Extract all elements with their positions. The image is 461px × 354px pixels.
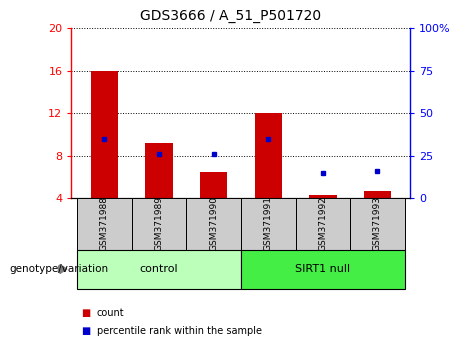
Text: percentile rank within the sample: percentile rank within the sample: [97, 326, 262, 336]
Text: GSM371990: GSM371990: [209, 196, 218, 251]
Text: ■: ■: [81, 326, 90, 336]
Text: GSM371992: GSM371992: [319, 196, 327, 251]
FancyBboxPatch shape: [241, 250, 405, 289]
FancyBboxPatch shape: [77, 250, 241, 289]
Bar: [309, 195, 337, 198]
Bar: [145, 143, 172, 198]
Bar: [254, 113, 282, 198]
FancyBboxPatch shape: [296, 198, 350, 250]
Text: ■: ■: [81, 308, 90, 318]
Text: GSM371991: GSM371991: [264, 196, 273, 251]
FancyBboxPatch shape: [350, 198, 405, 250]
Text: GSM371993: GSM371993: [373, 196, 382, 251]
FancyBboxPatch shape: [131, 198, 186, 250]
Text: GSM371988: GSM371988: [100, 196, 109, 251]
Text: GDS3666 / A_51_P501720: GDS3666 / A_51_P501720: [140, 9, 321, 23]
Text: count: count: [97, 308, 124, 318]
FancyBboxPatch shape: [241, 198, 296, 250]
Bar: [90, 71, 118, 198]
Text: GSM371989: GSM371989: [154, 196, 163, 251]
Bar: [200, 172, 227, 198]
Text: SIRT1 null: SIRT1 null: [296, 264, 350, 274]
Bar: [364, 191, 391, 198]
Text: control: control: [140, 264, 178, 274]
FancyArrow shape: [59, 265, 67, 273]
FancyBboxPatch shape: [186, 198, 241, 250]
Text: genotype/variation: genotype/variation: [9, 264, 108, 274]
FancyBboxPatch shape: [77, 198, 131, 250]
